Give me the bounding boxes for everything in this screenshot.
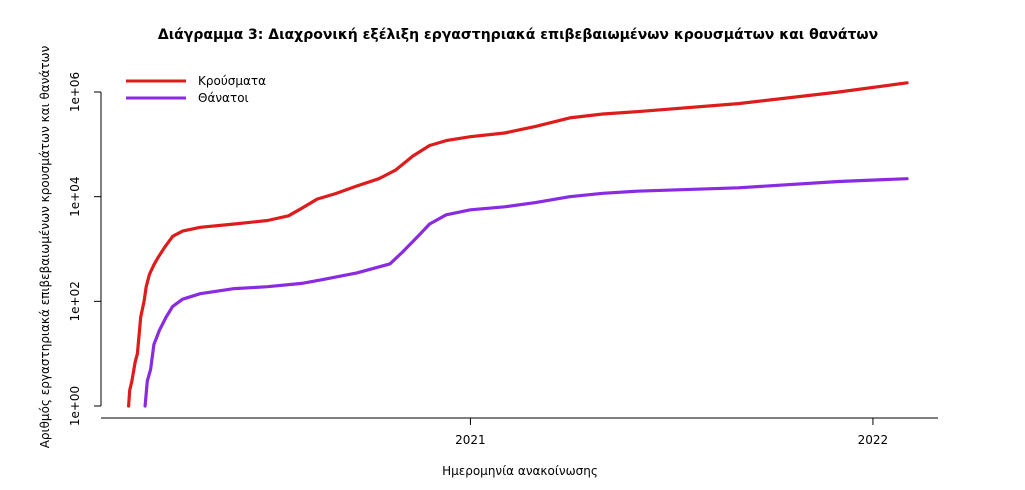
legend-label-deaths: Θάνατοι — [198, 91, 249, 105]
y-tick-label: 1e+04 — [68, 176, 82, 216]
x-ticks: 2021 2022 — [455, 418, 888, 447]
x-axis-label: Ημερομηνία ανακοίνωσης — [442, 464, 598, 478]
y-axis-label: Αριθμός εργαστηριακά επιβεβαιωμένων κρου… — [38, 45, 52, 448]
x-tick-label: 2022 — [858, 433, 889, 447]
y-tick-label: 1e+00 — [68, 386, 82, 426]
series-line-deaths — [143, 177, 909, 408]
series-lines — [127, 81, 909, 408]
y-tick-label: 1e+06 — [68, 72, 82, 112]
y-ticks: 1e+00 1e+02 1e+04 1e+06 — [68, 72, 101, 426]
legend-label-cases: Κρούσματα — [198, 74, 266, 88]
chart-title: Διάγραμμα 3: Διαχρονική εξέλιξη εργαστηρ… — [158, 27, 878, 43]
legend: Κρούσματα Θάνατοι — [126, 74, 266, 105]
y-tick-label: 1e+02 — [68, 281, 82, 321]
plot-area: 2021 2022 1e+00 1e+02 1e+04 1e+06 — [68, 72, 938, 447]
series-line-cases — [127, 81, 909, 408]
x-tick-label: 2021 — [455, 433, 486, 447]
